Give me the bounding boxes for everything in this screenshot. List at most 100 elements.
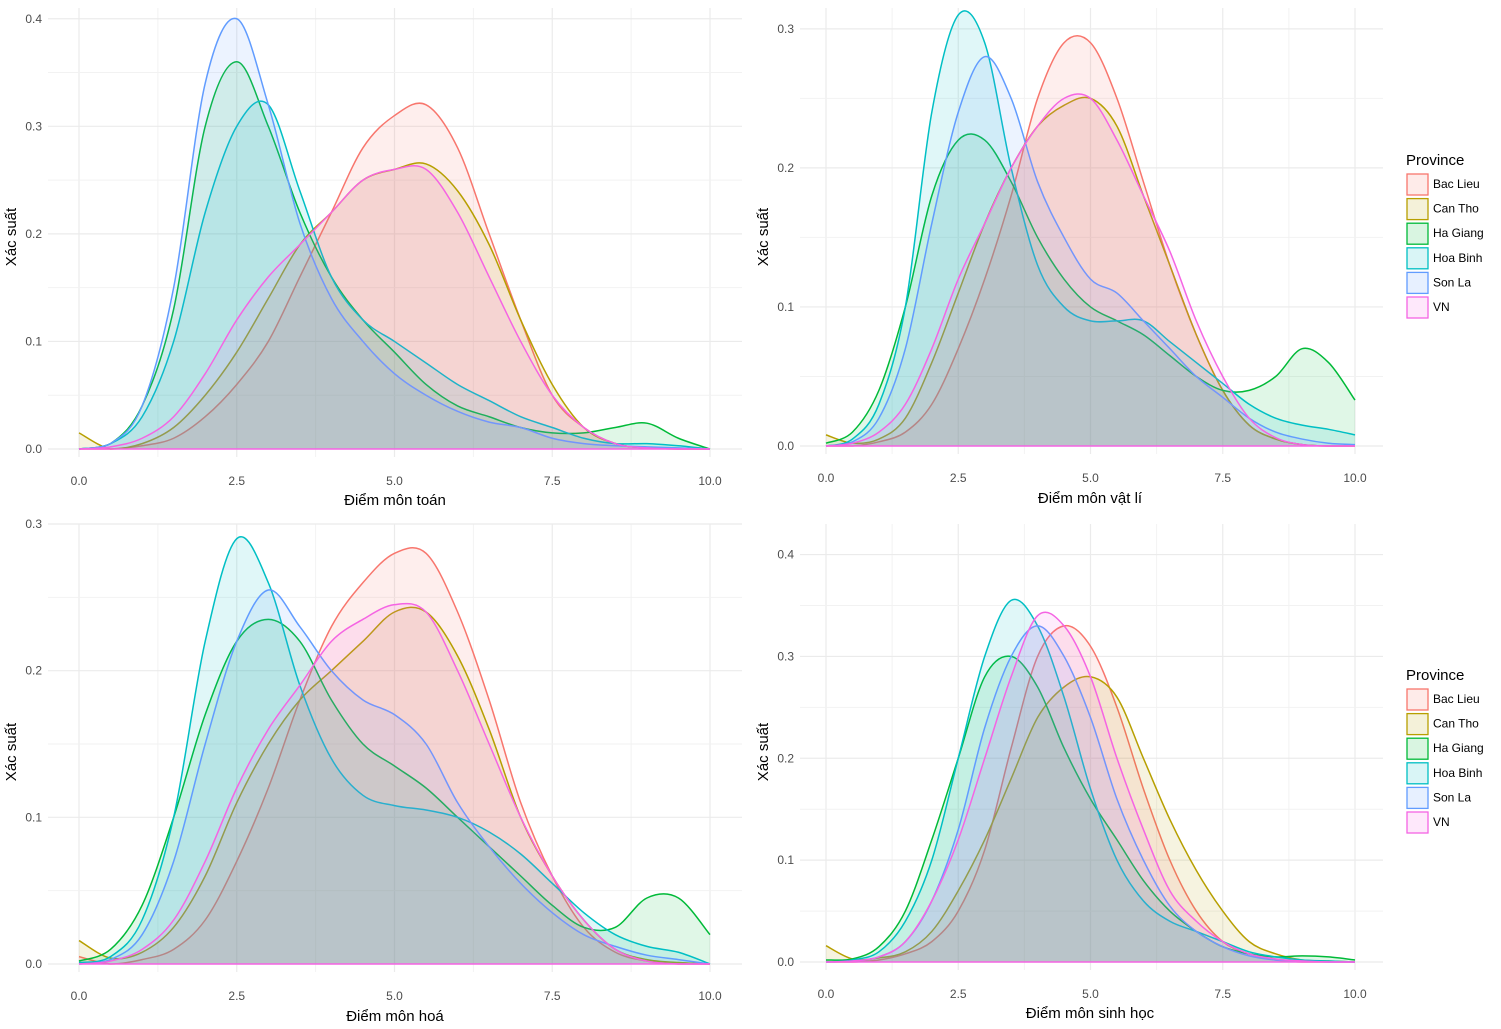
density-area-hoa-binh (826, 599, 1355, 962)
x-tick-label: 5.0 (386, 989, 403, 1003)
density-line-ha-giang (78, 61, 711, 450)
y-axis-title: Xác suất (755, 207, 772, 266)
x-tick-label: 10.0 (698, 474, 722, 488)
density-line-son-la (78, 589, 711, 965)
density-area-ha-giang (826, 656, 1355, 962)
density-line-ha-giang (825, 133, 1356, 444)
density-area-hoa-binh (79, 101, 710, 450)
y-tick-label: 0.1 (777, 300, 794, 314)
y-tick-label: 0.1 (25, 334, 42, 348)
density-area-vn (79, 165, 710, 449)
density-area-bac-lieu (826, 35, 1355, 447)
x-tick-label: 7.5 (1214, 471, 1231, 485)
density-line-hoa-binh (825, 10, 1356, 447)
legend-key-can-tho (1406, 197, 1429, 221)
density-line-son-la (78, 17, 711, 450)
legend-label-vn: VN (1433, 300, 1450, 314)
x-tick-label: 7.5 (544, 989, 561, 1003)
density-area-son-la (826, 625, 1355, 962)
grid (48, 8, 742, 457)
legend-label-can-tho: Can Tho (1433, 717, 1479, 731)
density-area-vn (826, 93, 1355, 446)
y-tick-label: 0.3 (777, 22, 794, 36)
x-axis-title: Điểm môn sinh học (1026, 1005, 1155, 1022)
y-tick-label: 0.0 (25, 957, 42, 971)
legend-key-vn (1406, 296, 1429, 319)
panel-chemistry: 0.0 2.5 5.0 7.5 10.0 0.0 0.1 0.2 0.3 Điểm môn hoá… (3, 517, 742, 1025)
legend-2: Province Bac Lieu Can Tho Ha Giang Hoa Binh S… (1406, 667, 1484, 834)
density-series (825, 10, 1356, 447)
density-line-vn (78, 602, 710, 965)
y-tick-label: 0.0 (777, 955, 794, 969)
density-area-son-la (826, 56, 1355, 446)
legend-label-bac-lieu: Bac Lieu (1433, 177, 1480, 191)
y-axis-title: Xác suất (3, 722, 20, 781)
legend-key-hoa-binh (1406, 762, 1429, 785)
legend-key-bac-lieu (1406, 173, 1429, 196)
density-area-bac-lieu (79, 547, 710, 964)
y-tick-label: 0.4 (777, 548, 794, 562)
legend-label-vn: VN (1433, 815, 1450, 829)
x-tick-label: 2.5 (950, 987, 967, 1001)
x-axis-title: Điểm môn toán (344, 492, 446, 509)
x-tick-label: 10.0 (1343, 471, 1367, 485)
x-tick-label: 5.0 (1082, 471, 1099, 485)
density-line-vn (825, 93, 1355, 447)
x-tick-label: 5.0 (1082, 987, 1099, 1001)
panel-math: 0.0 2.5 5.0 7.5 10.0 0.0 0.1 0.2 0.3 0.4 Điểm môn … (3, 8, 742, 509)
y-tick-label: 0.3 (777, 649, 794, 663)
density-line-vn (825, 611, 1355, 963)
legend-label-can-tho: Can Tho (1433, 202, 1479, 216)
x-tick-label: 0.0 (818, 987, 835, 1001)
legend-key-ha-giang (1406, 222, 1429, 245)
y-tick-label: 0.2 (25, 227, 42, 241)
density-area-bac-lieu (826, 625, 1355, 962)
x-tick-label: 2.5 (950, 471, 967, 485)
legend-label-ha-giang: Ha Giang (1433, 741, 1484, 755)
x-tick-label: 5.0 (386, 474, 403, 488)
density-line-vn (78, 164, 710, 450)
x-axis-title: Điểm môn vật lí (1038, 490, 1143, 507)
density-line-hoa-binh (825, 598, 1356, 963)
x-tick-label: 0.0 (818, 471, 835, 485)
x-tick-label: 0.0 (71, 474, 88, 488)
legend-label-son-la: Son La (1433, 275, 1471, 289)
panel-biology: 0.0 2.5 5.0 7.5 10.0 0.0 0.1 0.2 0.3 0.4 Điểm môn … (755, 524, 1383, 1022)
density-area-ha-giang (826, 133, 1355, 446)
y-tick-label: 0.2 (777, 751, 794, 765)
y-tick-label: 0.4 (25, 12, 42, 26)
y-tick-label: 0.2 (777, 161, 794, 175)
legend-label-bac-lieu: Bac Lieu (1433, 692, 1480, 706)
density-series (78, 17, 711, 450)
density-area-can-tho (79, 607, 710, 964)
legend-key-ha-giang (1406, 737, 1429, 760)
legend-key-bac-lieu (1406, 688, 1429, 711)
density-series (78, 536, 711, 965)
legend-label-ha-giang: Ha Giang (1433, 226, 1484, 240)
density-area-son-la (79, 18, 710, 450)
density-line-ha-giang (78, 618, 711, 962)
y-tick-label: 0.3 (25, 119, 42, 133)
density-line-hoa-binh (78, 100, 711, 450)
x-tick-label: 0.0 (71, 989, 88, 1003)
legend-key-hoa-binh (1406, 247, 1429, 270)
legend-title: Province (1406, 152, 1464, 169)
density-area-hoa-binh (826, 10, 1355, 446)
y-tick-label: 0.0 (25, 442, 42, 456)
y-tick-label: 0.1 (777, 853, 794, 867)
legend-key-vn (1406, 811, 1429, 834)
x-axis-title: Điểm môn hoá (346, 1008, 444, 1025)
legend-key-can-tho (1406, 712, 1429, 736)
legend-label-son-la: Son La (1433, 790, 1471, 804)
x-tick-label: 2.5 (228, 989, 245, 1003)
x-tick-label: 10.0 (698, 989, 722, 1003)
y-axis-title: Xác suất (755, 722, 772, 781)
density-area-vn (826, 612, 1355, 962)
x-tick-label: 7.5 (544, 474, 561, 488)
density-area-bac-lieu (79, 103, 710, 449)
density-series (825, 598, 1356, 963)
density-line-ha-giang (825, 655, 1356, 961)
legend-label-hoa-binh: Hoa Binh (1433, 766, 1482, 780)
density-area-can-tho (826, 676, 1355, 962)
density-area-son-la (79, 589, 710, 964)
